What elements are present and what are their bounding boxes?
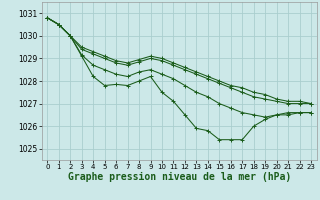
X-axis label: Graphe pression niveau de la mer (hPa): Graphe pression niveau de la mer (hPa) xyxy=(68,172,291,182)
